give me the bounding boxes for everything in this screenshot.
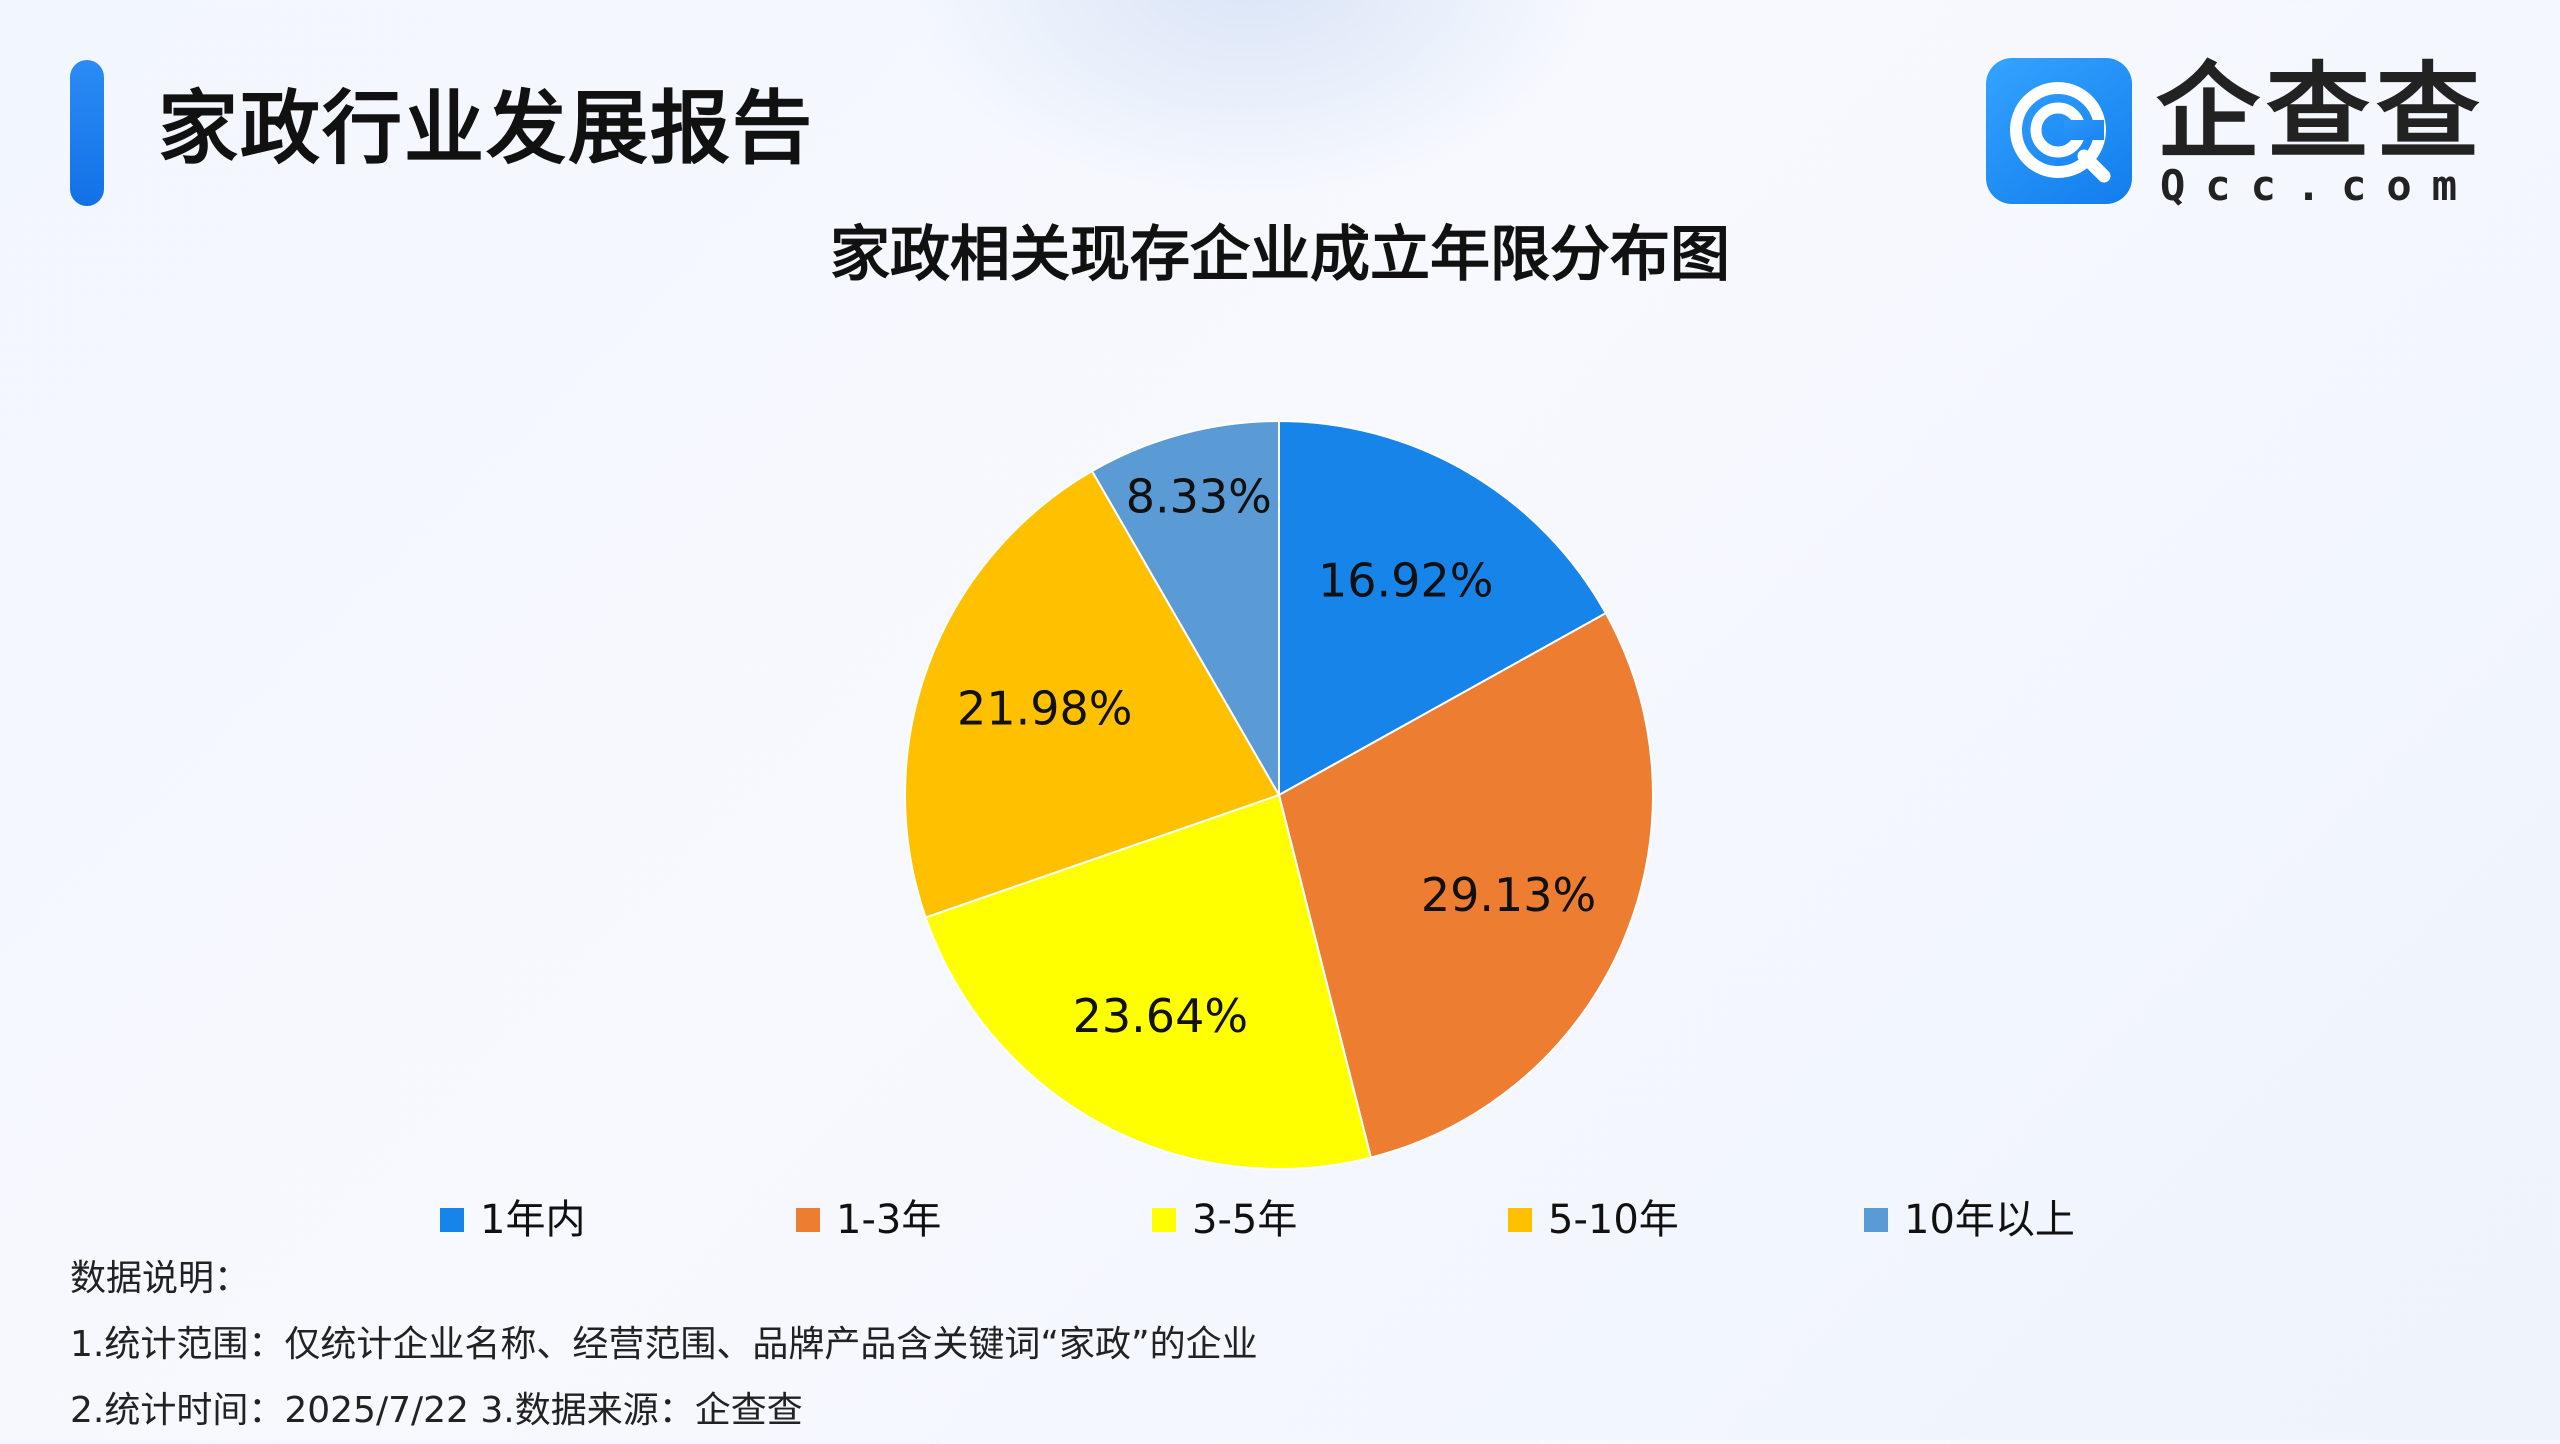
legend-label: 1年内 <box>480 1197 586 1243</box>
legend-label: 5-10年 <box>1548 1197 1679 1243</box>
chart-title: 家政相关现存企业成立年限分布图 <box>830 220 1730 290</box>
data-notes: 数据说明： 1.统计范围：仅统计企业名称、经营范围、品牌产品含关键词“家政”的企… <box>70 1246 1258 1444</box>
chart-legend: 1年内 1-3年 3-5年 5-10年 10年以上 <box>440 1192 2220 1248</box>
legend-item-2: 1-3年 <box>796 1192 941 1248</box>
pie-data-label-1: 16.92% <box>1318 553 1493 607</box>
pie-data-label-4: 21.98% <box>957 682 1132 736</box>
notes-time-source: 2.统计时间：2025/7/22 3.数据来源：企查查 <box>70 1390 803 1431</box>
legend-item-5: 10年以上 <box>1864 1192 2075 1248</box>
legend-item-4: 5-10年 <box>1508 1192 1679 1248</box>
pie-slice-5 <box>1090 419 1280 799</box>
legend-swatch <box>1152 1208 1176 1232</box>
notes-scope: 1.统计范围：仅统计企业名称、经营范围、品牌产品含关键词“家政”的企业 <box>70 1324 1258 1365</box>
brand-logo-block: 企查查 Qcc.com <box>1986 52 2506 210</box>
legend-swatch <box>440 1208 464 1232</box>
brand-name: 企查查 <box>2156 51 2487 173</box>
report-title: 家政行业发展报告 <box>158 82 814 175</box>
legend-label: 3-5年 <box>1192 1197 1298 1243</box>
pie-data-label-3: 23.64% <box>1073 989 1248 1043</box>
pie-slice-2 <box>1277 611 1654 1159</box>
pie-slice-3 <box>924 793 1373 1170</box>
title-accent-bar <box>70 60 104 206</box>
legend-item-3: 3-5年 <box>1152 1192 1297 1248</box>
legend-label: 10年以上 <box>1904 1197 2075 1243</box>
pie-slice-4 <box>904 469 1281 919</box>
legend-label: 1-3年 <box>836 1197 942 1243</box>
legend-swatch <box>1864 1208 1888 1232</box>
pie-data-label-5: 8.33% <box>1126 470 1272 524</box>
pie-data-label-2: 29.13% <box>1421 868 1596 922</box>
legend-swatch <box>1508 1208 1532 1232</box>
legend-item-1: 1年内 <box>440 1192 585 1248</box>
notes-heading: 数据说明： <box>70 1258 251 1299</box>
brand-domain: Qcc.com <box>2160 161 2478 210</box>
pie-slice-1 <box>1278 419 1608 797</box>
legend-swatch <box>796 1208 820 1232</box>
qcc-logo-icon <box>1986 58 2132 204</box>
